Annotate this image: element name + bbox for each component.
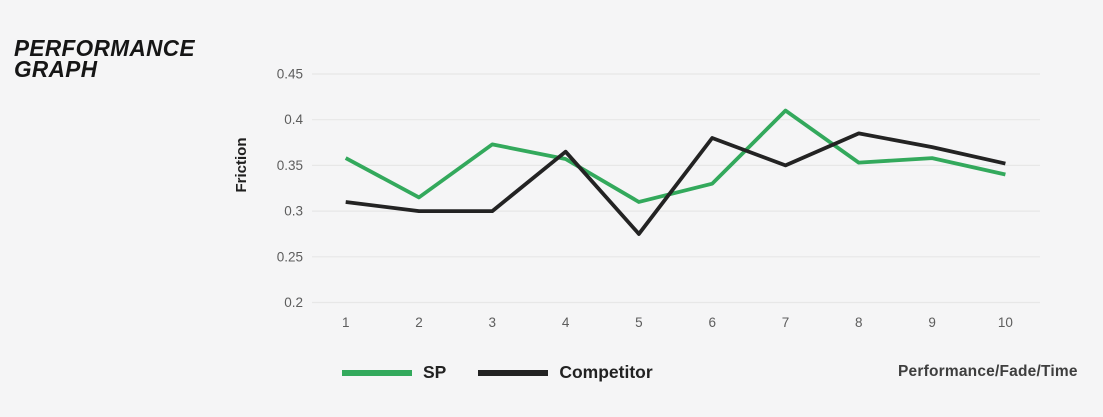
- legend-swatch-sp-icon: [342, 369, 412, 376]
- page-title: PERFORMANCE GRAPH: [14, 35, 195, 82]
- series-line-sp: [344, 108, 1006, 204]
- y-tick-label: 0.45: [277, 67, 303, 82]
- x-tick-label: 6: [708, 315, 716, 330]
- y-tick-label: 0.25: [277, 249, 303, 264]
- page-title-line2: GRAPH: [14, 56, 98, 82]
- x-tick-label: 9: [928, 315, 936, 330]
- legend-item-sp: SP: [342, 362, 446, 383]
- legend-swatch-competitor-icon: [478, 369, 549, 376]
- page-title-line1: PERFORMANCE: [14, 35, 195, 61]
- x-axis-label: Performance/Fade/Time: [898, 363, 1078, 380]
- y-tick-label: 0.2: [284, 295, 303, 310]
- y-tick-label: 0.3: [284, 204, 303, 219]
- x-tick-label: 2: [415, 315, 423, 330]
- legend-label-competitor: Competitor: [559, 362, 653, 382]
- x-tick-label: 10: [998, 315, 1013, 330]
- series-line-competitor: [345, 131, 1006, 236]
- y-tick-label: 0.35: [277, 158, 303, 173]
- y-tick-label: 0.4: [284, 112, 303, 127]
- x-tick-label: 4: [562, 315, 570, 330]
- legend-item-competitor: Competitor: [478, 362, 653, 383]
- x-tick-label: 1: [342, 315, 350, 330]
- x-tick-label: 3: [489, 315, 497, 330]
- y-axis-title: Friction: [233, 138, 250, 193]
- legend-label-sp: SP: [423, 362, 447, 382]
- x-tick-label: 5: [635, 315, 643, 330]
- x-tick-label: 8: [855, 315, 863, 330]
- chart-legend: SP Competitor: [342, 362, 653, 383]
- x-tick-label: 7: [782, 315, 790, 330]
